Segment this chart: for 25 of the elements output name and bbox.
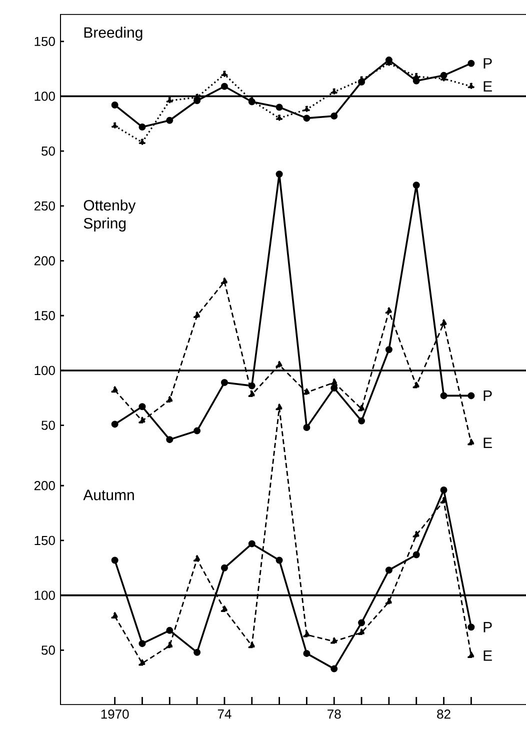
series-label: P	[484, 622, 492, 632]
y-tick-label: 50	[42, 420, 55, 430]
series-label: P	[484, 390, 492, 401]
y-tick-label: 100	[34, 92, 55, 101]
text: Breeding	[84, 26, 142, 41]
y-tick-label: 100	[34, 366, 55, 376]
y-tick-label: 50	[42, 146, 55, 156]
y-tick-label: 50	[42, 646, 55, 655]
series-label: E	[484, 81, 492, 92]
text: Ottenby Spring	[84, 200, 136, 232]
y-tick-label: 200	[34, 481, 55, 490]
y-tick-label: 200	[34, 256, 55, 266]
y-tick-label: 150	[34, 536, 55, 546]
y-tick-label: 250	[34, 201, 55, 211]
x-tick-label: 74	[218, 710, 232, 718]
series-label: P	[484, 58, 492, 69]
x-tick-label: 78	[328, 710, 341, 719]
y-tick-label: 100	[34, 590, 55, 600]
y-tick-label: 150	[34, 311, 55, 320]
x-tick-label: 82	[437, 710, 450, 719]
y-tick-label: 150	[34, 36, 55, 46]
series-label: E	[484, 438, 492, 448]
text: Autumn	[83, 490, 134, 500]
x-tick-label: 1970	[101, 710, 129, 719]
series-label: E	[484, 650, 492, 661]
